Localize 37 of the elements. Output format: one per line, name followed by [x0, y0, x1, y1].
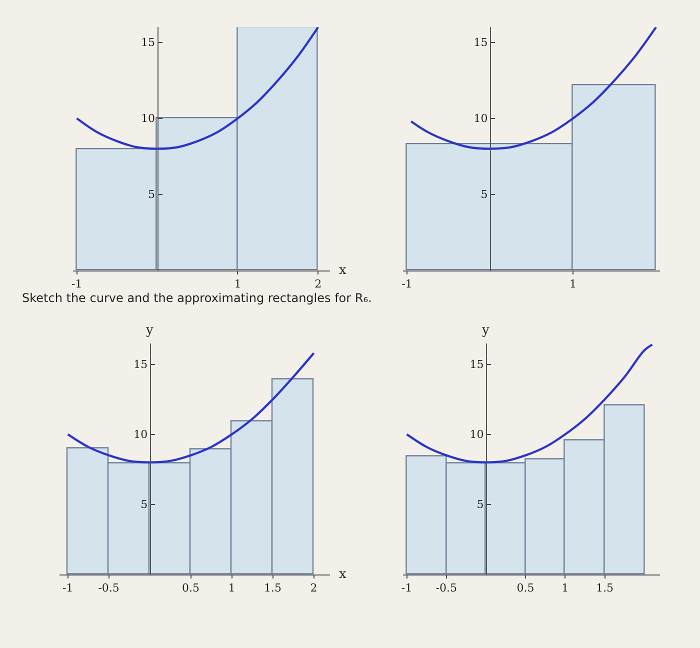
x-tick-label: -0.5 — [436, 582, 457, 595]
x-tick-label: 1 — [570, 278, 577, 291]
line-series — [66, 352, 315, 464]
line-series — [76, 27, 320, 150]
y-tick-label: 5 — [480, 188, 488, 202]
x-tick-label: 1 — [228, 582, 236, 595]
x-tick-label: -1 — [402, 278, 412, 291]
y-tick-label: 5 — [140, 498, 148, 512]
x-tick-label: 1.5 — [264, 582, 282, 595]
x-tick-label: 1 — [234, 278, 242, 291]
line-series — [406, 344, 654, 464]
y-tick-label: 5 — [476, 498, 484, 512]
y-tick-label: 15 — [141, 36, 156, 50]
y-axis-title: y — [145, 323, 154, 338]
x-tick-label: 0.5 — [182, 582, 200, 595]
x-tick-label: -1 — [401, 582, 412, 595]
x-tick-label: 2 — [310, 582, 318, 595]
y-tick-label: 10 — [470, 428, 484, 442]
x-axis-title: x — [339, 567, 347, 582]
y-tick-label: 10 — [134, 428, 148, 442]
y-tick-label: 15 — [474, 36, 488, 50]
y-axis-title: y — [481, 323, 490, 338]
line-series — [410, 27, 658, 150]
x-tick-label: -1 — [62, 582, 74, 595]
y-tick-label: 5 — [148, 188, 156, 202]
x-axis-title: x — [339, 263, 347, 278]
x-tick-label: 1.5 — [596, 582, 614, 595]
y-tick-label: 15 — [470, 358, 484, 372]
y-tick-label: 15 — [134, 358, 148, 372]
y-tick-label: 10 — [141, 112, 156, 126]
x-tick-label: 0.5 — [516, 582, 534, 595]
x-tick-label: 2 — [314, 278, 322, 291]
chart-title: Sketch the curve and the approximating rectangles for R₆. — [22, 291, 372, 305]
x-tick-label: -0.5 — [98, 582, 120, 595]
y-tick-label: 10 — [474, 112, 488, 126]
x-tick-label: -1 — [71, 278, 82, 291]
x-tick-label: 1 — [562, 582, 569, 595]
